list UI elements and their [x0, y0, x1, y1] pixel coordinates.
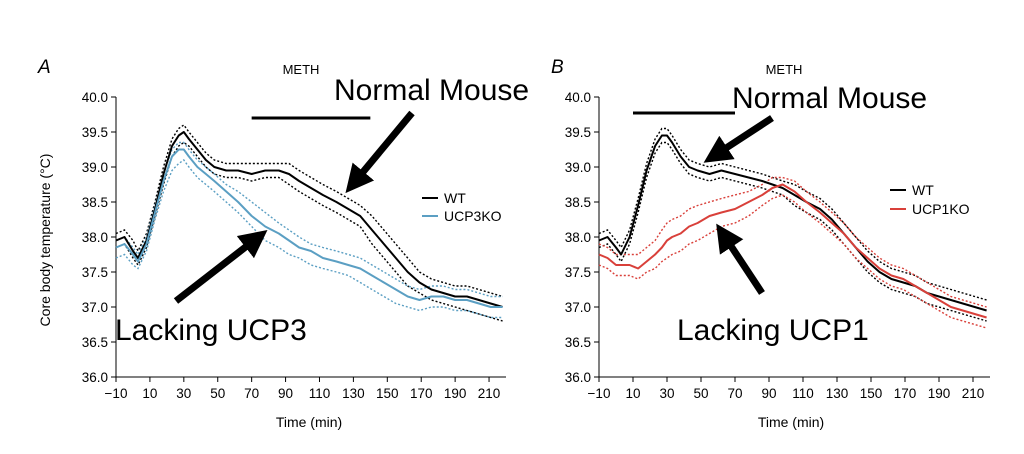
panel-b-xtick-label: 70 — [727, 386, 742, 401]
panel-a-xtick-label: 190 — [444, 386, 467, 401]
panel-a-xtick-label: 50 — [210, 386, 225, 401]
panel-a-xtick-label: −10 — [105, 386, 128, 401]
panel-b-tag: B — [551, 57, 564, 78]
panel-b-ytick-label: 38.5 — [565, 195, 591, 210]
panel-a-xtick-label: 70 — [244, 386, 259, 401]
panel-a-ytick-label: 39.0 — [82, 160, 108, 175]
panel-a-y-axis-label: Core body temperature (°C) — [37, 154, 53, 327]
panel-a-xtick-label: 170 — [410, 386, 433, 401]
panel-b-xtick-label: 90 — [761, 386, 776, 401]
panel-b-xtick-label: 190 — [928, 386, 951, 401]
panel-b-series-lines — [598, 134, 987, 319]
panel-a-legend-wt: WT — [444, 190, 466, 206]
panel-a-xtick-label: 90 — [278, 386, 293, 401]
panel-b-xtick-label: 30 — [659, 386, 674, 401]
panel-a-ytick-label: 37.5 — [82, 265, 108, 280]
panel-b-annotation-lacking-ucp1: Lacking UCP1 — [677, 314, 869, 347]
panel-a-ytick-label: 38.0 — [82, 230, 108, 245]
panel-b-legend-wt: WT — [912, 182, 934, 198]
panel-b-ytick-label: 40.0 — [565, 90, 591, 105]
panel-b-ytick-label: 36.0 — [565, 370, 591, 385]
panel-b-meth-label: METH — [766, 62, 803, 77]
panel-a-xtick-label: 110 — [309, 386, 331, 401]
panel-b: B METH Time (min) 36.0 36.5 37.0 37.5 38.0 38… — [551, 57, 990, 430]
panel-a-annotation-normal-mouse: Normal Mouse — [334, 74, 529, 107]
panel-b-ytick-label: 39.5 — [565, 125, 591, 140]
panel-b-ytick-label: 37.0 — [565, 300, 591, 315]
panel-a-wt-mean-line — [115, 131, 503, 308]
panel-b-legend-ucp1ko: UCP1KO — [912, 201, 970, 217]
panel-b-xtick-label: 130 — [826, 386, 849, 401]
panel-a-ucp3ko-mean-line — [115, 148, 503, 308]
panel-a-legend-ucp3ko: UCP3KO — [444, 208, 502, 224]
panel-b-ytick-label: 37.5 — [565, 265, 591, 280]
panel-b-ucp1ko-upper-bound — [598, 176, 987, 308]
panel-a-xtick-label: 30 — [176, 386, 191, 401]
panel-a-ucp3ko-lower-bound — [115, 159, 503, 319]
panel-a-axes: 36.0 36.5 37.0 37.5 38.0 38.5 39.0 39.5 40.0 −10 1… — [82, 90, 506, 401]
panel-b-ytick-label: 39.0 — [565, 160, 591, 175]
panel-b-ci-bands — [598, 127, 987, 329]
panel-b-x-axis-label: Time (min) — [758, 414, 824, 430]
panel-b-ytick-label: 38.0 — [565, 230, 591, 245]
panel-b-xtick-label: 170 — [894, 386, 917, 401]
panel-a-arrow-normal — [345, 110, 415, 194]
panel-a-ytick-label: 36.5 — [82, 335, 108, 350]
panel-a-tag: A — [37, 57, 51, 78]
panel-a-ytick-label: 38.5 — [82, 195, 108, 210]
panel-a-arrow-ucp3 — [173, 229, 268, 304]
panel-a-annotation-lacking-ucp3: Lacking UCP3 — [115, 314, 307, 347]
panel-b-xtick-label: 110 — [792, 386, 814, 401]
panel-a-xtick-label: 210 — [478, 386, 501, 401]
panel-a-xtick-label: 10 — [142, 386, 157, 401]
panel-b-axes: 36.0 36.5 37.0 37.5 38.0 38.5 39.0 39.5 40.0 −10 1… — [565, 90, 990, 401]
panel-a-xtick-label: 130 — [342, 386, 365, 401]
panel-b-annotation-normal-mouse: Normal Mouse — [732, 82, 927, 115]
panel-b-ucp1ko-mean-line — [598, 183, 987, 319]
panel-a-ytick-label: 36.0 — [82, 370, 108, 385]
panel-b-xtick-label: −10 — [588, 386, 611, 401]
panel-a-xtick-label: 150 — [376, 386, 399, 401]
panel-b-ytick-label: 36.5 — [565, 335, 591, 350]
panel-a-ytick-label: 37.0 — [82, 300, 108, 315]
panel-b-xtick-label: 150 — [860, 386, 883, 401]
panel-b-xtick-label: 10 — [625, 386, 640, 401]
panel-b-xtick-label: 210 — [962, 386, 985, 401]
panel-a-ytick-label: 40.0 — [82, 90, 108, 105]
panel-b-arrow-normal — [703, 115, 774, 163]
panel-b-arrow-ucp1 — [716, 223, 765, 295]
panel-a-legend: WT UCP3KO — [422, 190, 502, 224]
panel-b-xtick-label: 50 — [693, 386, 708, 401]
panel-a: A METH Core body temperature (°C) Time (… — [37, 57, 529, 430]
panel-a-ytick-label: 39.5 — [82, 125, 108, 140]
panel-b-legend: WT UCP1KO — [890, 182, 970, 217]
panel-b-wt-mean-line — [598, 134, 987, 312]
panel-a-wt-lower-bound — [115, 141, 503, 322]
panel-a-series-lines — [115, 131, 503, 308]
panel-a-x-axis-label: Time (min) — [276, 414, 342, 430]
panel-a-meth-label: METH — [283, 62, 320, 77]
